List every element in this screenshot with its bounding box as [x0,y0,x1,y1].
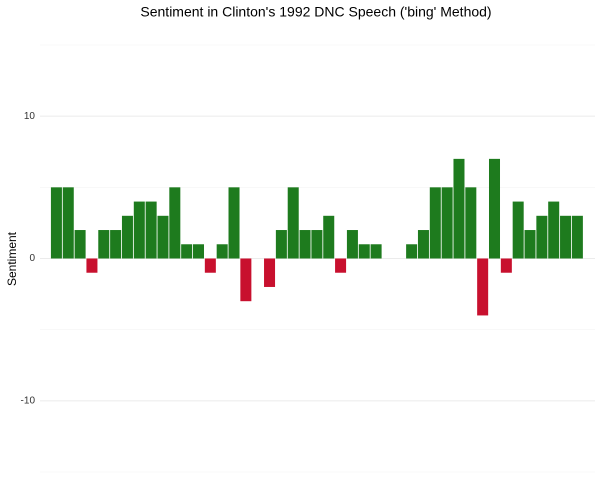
bar [86,258,98,273]
bar [453,158,465,259]
bar [465,187,477,259]
bar [204,258,216,273]
bar [335,258,347,273]
bar [299,230,311,259]
bar [406,244,418,259]
y-tick-label: 0 [29,253,35,264]
bar [524,230,536,259]
chart-title: Sentiment in Clinton's 1992 DNC Speech (… [140,4,491,20]
bar [157,215,169,259]
bar [358,244,370,259]
bar [441,187,453,259]
bar [287,187,299,259]
bar [346,230,358,259]
bar [311,230,323,259]
bar [50,187,62,259]
bar [488,158,501,259]
y-tick-label: -10 [21,395,36,406]
bar [169,187,181,259]
bar [560,215,572,259]
bar [323,215,335,259]
bar [536,215,548,259]
bar [512,201,524,259]
bar [429,187,441,259]
bar [264,258,276,287]
bar [181,244,193,259]
bar [110,230,122,259]
bar [216,244,228,259]
bar [548,201,560,259]
bar [477,258,489,316]
y-axis-label: Sentiment [5,231,19,286]
bar [370,244,382,259]
bar [500,258,512,273]
bar [571,215,583,259]
bar [240,258,252,302]
y-tick-label: 10 [24,111,36,122]
bar [74,230,86,259]
bar [62,187,74,259]
bar [133,201,145,259]
bar [228,187,240,259]
bar [145,201,157,259]
bar [192,244,205,259]
bar [121,215,133,259]
bar [275,230,287,259]
bar [417,230,429,259]
bar [98,230,110,259]
